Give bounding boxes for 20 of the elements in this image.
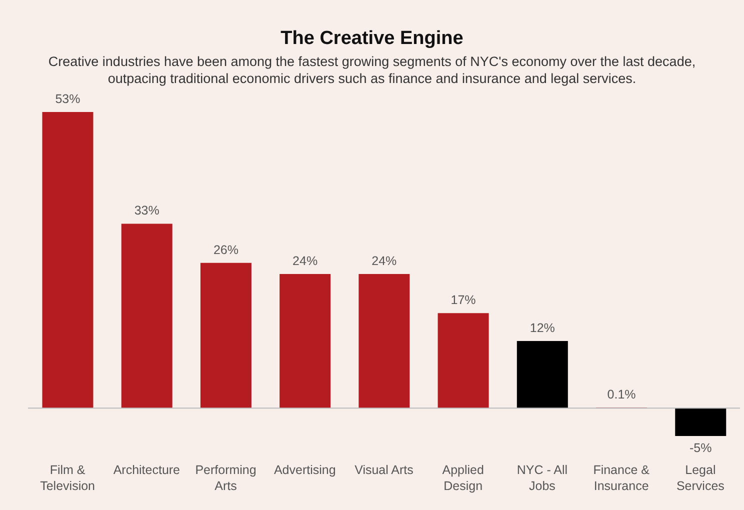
x-tick-label: Architecture — [113, 463, 180, 477]
x-tick-label: Film & Television — [40, 463, 96, 493]
x-tick-label: Applied Design — [442, 463, 484, 493]
x-tick-label: Performing Arts — [195, 463, 256, 493]
data-label: -5% — [690, 441, 712, 455]
chart-title: The Creative Engine — [280, 28, 464, 50]
data-label: 0.1% — [607, 388, 636, 402]
data-label: 12% — [530, 321, 555, 336]
data-label: 26% — [213, 242, 238, 257]
x-tick-label: Visual Arts — [354, 463, 414, 477]
x-tick-label: Legal Services — [676, 463, 724, 493]
data-label: 17% — [450, 293, 476, 308]
x-tick-label: NYC - All Jobs — [516, 463, 568, 493]
x-tick-label: Advertising — [274, 463, 336, 477]
data-label: 53% — [55, 92, 80, 106]
x-tick-label: Finance & Insurance — [593, 463, 650, 493]
chart-subtitle: Creative industries have been among the fastest growing segments of NYC's economy over the last decade, outpacing traditional economic drivers such as finance and insurance and legal services. — [47, 53, 697, 87]
data-label: 24% — [372, 254, 397, 268]
data-label: 33% — [134, 204, 160, 218]
data-label: 24% — [292, 254, 318, 268]
